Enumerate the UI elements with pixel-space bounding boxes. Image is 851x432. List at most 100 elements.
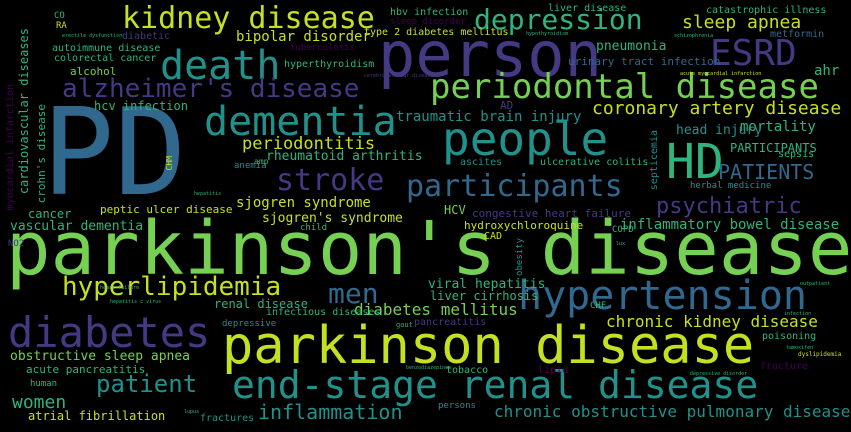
- word-patients-upper: PATIENTS: [718, 160, 815, 184]
- word-liver-cirrhosis: liver cirrhosis: [430, 289, 539, 303]
- word-participants-upper: PARTICIPANTS: [730, 141, 817, 155]
- word-depression: depression: [474, 3, 643, 36]
- word-child: child: [300, 223, 328, 233]
- word-sleep-disorder: sleep disorder: [390, 17, 466, 27]
- word-outpatient: outpatient: [800, 281, 831, 287]
- word-person: person: [378, 18, 602, 91]
- word-congestive-heart-failure: congestive heart failure: [472, 207, 631, 220]
- word-liver-disease: liver disease: [548, 3, 627, 14]
- word-traumatic-brain-injury: traumatic brain injury: [396, 109, 582, 125]
- word-no2: NO2: [8, 239, 25, 249]
- word-pneumonia: pneumonia: [596, 39, 667, 54]
- word-hd: HD: [666, 134, 724, 190]
- word-erectile-dysfunction: erectile dysfunction: [62, 33, 123, 39]
- word-chf: CHF: [590, 301, 607, 311]
- word-participants: participants: [406, 169, 623, 204]
- word-depressive-disorder: depressive disorder: [690, 371, 748, 377]
- word-dyslipidemia: dyslipidemia: [798, 351, 842, 358]
- word-cardiovascular-diseases: cardiovascular diseases: [17, 28, 31, 195]
- word-infectious-diseases: infectious diseases: [266, 307, 381, 318]
- word-tamoxifen: tamoxifen: [786, 345, 814, 351]
- word-autoimmune-disease: autoimmune disease: [52, 43, 161, 54]
- word-esrd: ESRD: [710, 33, 797, 74]
- word-hcv-infection: hcv infection: [94, 99, 188, 113]
- word-catastrophic-illness: catastrophic illness: [706, 5, 827, 16]
- word-type-2-diabetes: type 2 diabetes mellitus: [364, 27, 509, 38]
- word-hcv: HCV: [444, 203, 466, 217]
- word-dementia: dementia: [204, 99, 397, 145]
- word-septicemia: septicemia: [649, 130, 660, 191]
- word-death: death: [160, 43, 281, 89]
- word-end-stage-renal-disease: end-stage renal disease: [232, 363, 759, 407]
- word-depressive: depressive: [222, 319, 277, 329]
- word-cad: CAD: [484, 231, 503, 242]
- word-diabetes: diabetes: [8, 308, 211, 357]
- word-hypothyroidism: hypothyroidism: [526, 31, 569, 37]
- word-tobacco: tobacco: [446, 365, 489, 376]
- word-lux: lux: [616, 241, 626, 247]
- word-patient: patient: [96, 370, 198, 398]
- word-women: women: [12, 392, 67, 413]
- word-periodontal-disease: periodontal disease: [430, 67, 819, 107]
- word-hepatitis-c-virus: hepatitis c virus: [110, 299, 162, 305]
- word-heart-failure: heart failure: [100, 285, 140, 291]
- word-acute-mi: acute myocardial infarction: [680, 71, 762, 77]
- word-ahr: ahr: [814, 63, 840, 79]
- word-sjogrens-syndrome: sjogren's syndrome: [262, 211, 403, 226]
- word-fractures: fractures: [200, 413, 255, 424]
- word-chm: CHM: [165, 156, 174, 171]
- word-lupus: lupus: [184, 409, 200, 415]
- word-fracture: fracture: [760, 361, 809, 372]
- word-ascites: ascites: [460, 157, 503, 168]
- word-benzodiazepines: benzodiazepines: [406, 365, 452, 371]
- word-human: human: [30, 379, 58, 389]
- word-hypertension: hypertension: [518, 273, 807, 319]
- word-diabetic: diabetic: [122, 31, 171, 42]
- word-lipid: lipid: [538, 365, 569, 376]
- word-atrial-fibrillation: atrial fibrillation: [28, 409, 166, 423]
- word-schizophrenia: schizophrenia: [674, 33, 714, 39]
- word-ra: RA: [56, 21, 67, 31]
- word-bipolar-disorder: bipolar disorder: [236, 29, 371, 45]
- word-persons: persons: [438, 401, 476, 411]
- word-psychiatric: psychiatric: [656, 194, 802, 219]
- word-inflammatory-bowel-disease: inflammatory bowel disease: [620, 217, 840, 233]
- word-poisoning: poisoning: [762, 331, 817, 342]
- word-hepatitis: hepatitis: [194, 191, 222, 197]
- word-obstructive-sleep-apnea: obstructive sleep apnea: [10, 349, 191, 364]
- word-head-injury: head injury: [676, 123, 763, 138]
- word-sjogren-syndrome: sjogren syndrome: [236, 195, 371, 211]
- word-viral-hepatitis: viral hepatitis: [428, 277, 546, 292]
- word-copd: COPD: [612, 225, 634, 235]
- word-periodontitis: periodontitis: [242, 134, 376, 154]
- word-parkinsons-disease: parkinson's disease: [6, 206, 851, 292]
- word-diabetes-mellitus: diabetes mellitus: [354, 300, 518, 319]
- word-crohns-disease: crohn's disease: [35, 104, 48, 204]
- word-sepsis: sepsis: [778, 149, 815, 160]
- word-mortality: mortality: [740, 119, 816, 135]
- word-hyperlipidemia: hyperlipidemia: [62, 272, 282, 302]
- word-gout: gout: [396, 321, 413, 329]
- word-tuberculosis: tuberculosis: [290, 43, 356, 53]
- word-ulcerative-colitis: ulcerative colitis: [540, 157, 649, 168]
- word-alzheimers-disease: alzheimer's disease: [62, 74, 360, 104]
- word-urinary-tract-infection: urinary tract infection: [568, 55, 721, 68]
- word-pd: PD: [42, 84, 187, 223]
- word-parkinson-disease: parkinson disease: [222, 316, 755, 376]
- word-kidney-disease: kidney disease: [122, 1, 375, 36]
- word-rheumatoid-arthritis: rheumatoid arthritis: [266, 149, 423, 164]
- word-hydroxychloroquine: hydroxychloroquine: [464, 219, 584, 232]
- word-amp: amp: [254, 157, 269, 166]
- word-ad: AD: [500, 99, 514, 112]
- word-herbal-medicine: herbal medicine: [690, 181, 772, 191]
- word-co: CO: [54, 11, 65, 21]
- word-renal-disease: renal disease: [214, 297, 308, 311]
- word-sleep-apnea: sleep apnea: [682, 12, 802, 33]
- word-stroke: stroke: [276, 163, 385, 198]
- word-inflammation: inflammation: [258, 400, 403, 424]
- word-acute-pancreatitis: acute pancreatitis: [26, 363, 146, 376]
- word-men: men: [328, 277, 379, 310]
- word-vascular-dementia: vascular dementia: [10, 219, 144, 234]
- word-peptic-ulcer-disease: peptic ulcer disease: [100, 203, 233, 216]
